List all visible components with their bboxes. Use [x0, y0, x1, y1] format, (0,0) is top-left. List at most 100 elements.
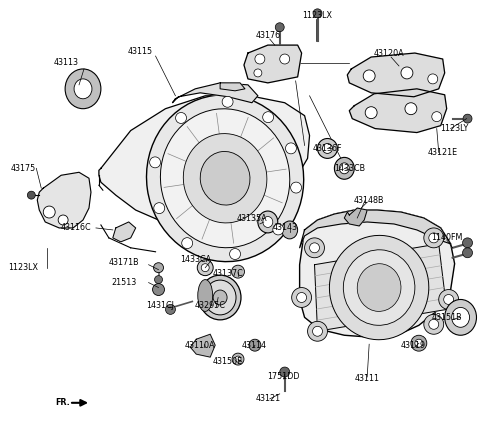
Ellipse shape — [200, 151, 250, 205]
Ellipse shape — [335, 157, 354, 179]
Ellipse shape — [343, 250, 415, 325]
Text: 43135A: 43135A — [237, 214, 267, 222]
Circle shape — [313, 9, 322, 18]
Circle shape — [166, 304, 175, 314]
Circle shape — [297, 293, 307, 303]
Text: 1431CJ: 1431CJ — [146, 301, 174, 310]
Text: 43120A: 43120A — [374, 48, 404, 58]
Circle shape — [150, 157, 161, 168]
Text: 43121: 43121 — [255, 394, 280, 403]
Circle shape — [155, 276, 163, 283]
Text: 1123LX: 1123LX — [8, 263, 38, 272]
Text: 1433CB: 1433CB — [334, 164, 365, 173]
Text: 43136F: 43136F — [312, 144, 342, 153]
Circle shape — [310, 243, 320, 253]
Ellipse shape — [65, 69, 101, 109]
Text: 21513: 21513 — [111, 278, 136, 287]
Text: 43143: 43143 — [272, 223, 297, 232]
Text: 43121E: 43121E — [428, 148, 458, 157]
Ellipse shape — [339, 163, 349, 174]
Ellipse shape — [183, 133, 267, 223]
Circle shape — [424, 228, 444, 248]
Ellipse shape — [258, 211, 278, 233]
Polygon shape — [349, 89, 447, 133]
Circle shape — [182, 238, 192, 249]
Circle shape — [154, 203, 165, 214]
Ellipse shape — [357, 264, 401, 311]
Ellipse shape — [452, 307, 469, 327]
Circle shape — [280, 367, 290, 377]
Circle shape — [263, 112, 274, 123]
Ellipse shape — [444, 300, 477, 335]
Circle shape — [365, 107, 377, 119]
Text: 43114: 43114 — [241, 341, 266, 350]
Ellipse shape — [329, 235, 429, 340]
Ellipse shape — [74, 79, 92, 99]
Circle shape — [428, 74, 438, 84]
Text: 43148B: 43148B — [354, 196, 384, 204]
Circle shape — [305, 238, 324, 258]
Text: 43110A: 43110A — [185, 341, 216, 350]
Circle shape — [415, 339, 423, 347]
Circle shape — [308, 321, 327, 341]
Ellipse shape — [198, 279, 213, 311]
Text: 43115: 43115 — [128, 47, 153, 55]
Circle shape — [444, 294, 454, 304]
Text: 43171B: 43171B — [108, 258, 139, 267]
Ellipse shape — [235, 356, 241, 362]
Text: 1123LX: 1123LX — [302, 11, 333, 20]
Polygon shape — [300, 210, 455, 337]
Text: 43150E: 43150E — [213, 357, 243, 365]
Circle shape — [401, 67, 413, 79]
Ellipse shape — [201, 264, 209, 272]
Ellipse shape — [317, 139, 337, 158]
Circle shape — [290, 182, 301, 193]
Circle shape — [432, 112, 442, 122]
Circle shape — [154, 263, 164, 272]
Circle shape — [286, 143, 297, 154]
Ellipse shape — [197, 260, 213, 276]
Polygon shape — [300, 210, 451, 248]
Polygon shape — [344, 208, 367, 226]
Circle shape — [405, 103, 417, 115]
Text: 43116C: 43116C — [61, 223, 91, 232]
Circle shape — [411, 335, 427, 351]
Circle shape — [280, 54, 290, 64]
Text: FR.: FR. — [55, 399, 70, 407]
Ellipse shape — [232, 353, 244, 365]
Circle shape — [439, 290, 458, 310]
Text: 43295C: 43295C — [195, 301, 226, 310]
Ellipse shape — [263, 217, 273, 228]
Ellipse shape — [282, 221, 298, 239]
Text: 1123LY: 1123LY — [441, 124, 469, 133]
Circle shape — [363, 70, 375, 82]
Circle shape — [176, 112, 187, 123]
Circle shape — [463, 238, 472, 248]
Ellipse shape — [160, 109, 290, 248]
Ellipse shape — [213, 290, 227, 305]
Circle shape — [153, 283, 165, 296]
Polygon shape — [190, 334, 215, 357]
Ellipse shape — [231, 265, 244, 278]
Text: 43176: 43176 — [255, 31, 280, 40]
Circle shape — [275, 23, 284, 32]
Polygon shape — [244, 45, 301, 83]
Polygon shape — [37, 172, 91, 228]
Circle shape — [222, 96, 233, 107]
Polygon shape — [113, 222, 136, 242]
Circle shape — [255, 54, 265, 64]
Circle shape — [229, 249, 240, 259]
Polygon shape — [99, 96, 310, 232]
Polygon shape — [172, 83, 258, 103]
Ellipse shape — [146, 95, 304, 262]
Text: 43151B: 43151B — [432, 313, 462, 322]
Circle shape — [292, 288, 312, 307]
Text: 1433CA: 1433CA — [180, 255, 211, 264]
Ellipse shape — [204, 280, 236, 315]
Circle shape — [429, 233, 439, 243]
Text: 43137C: 43137C — [213, 269, 243, 278]
Text: 1751DD: 1751DD — [267, 372, 300, 382]
Polygon shape — [220, 83, 245, 91]
Text: 43175: 43175 — [11, 164, 36, 173]
Circle shape — [312, 326, 323, 336]
